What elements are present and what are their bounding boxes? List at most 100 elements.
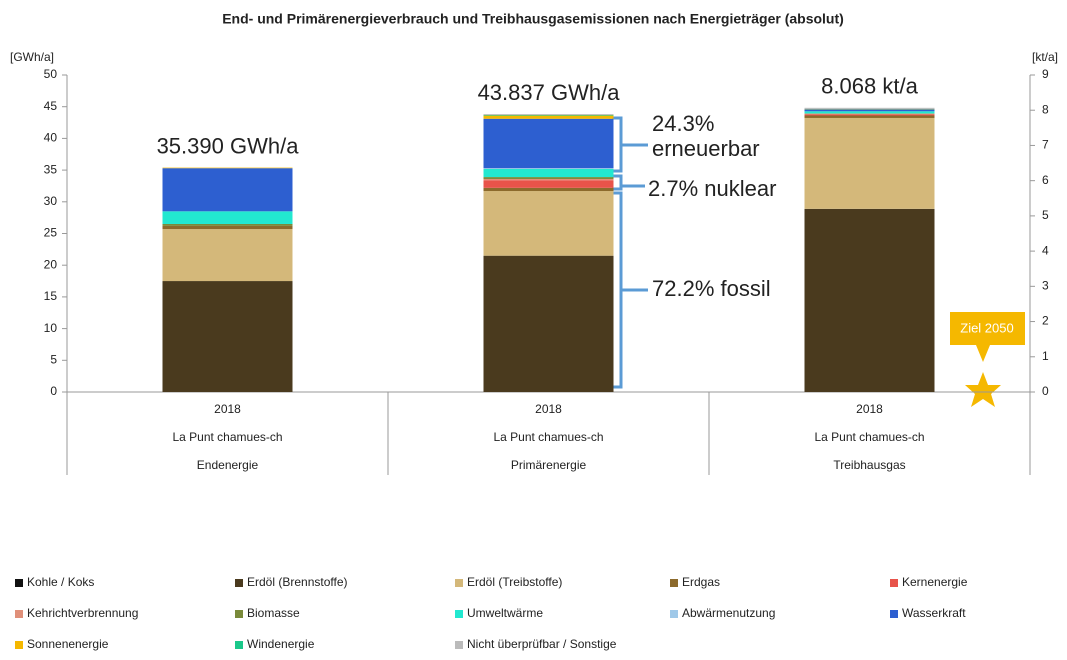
bar-segment xyxy=(805,108,935,109)
y2-tick-label: 0 xyxy=(1042,384,1049,398)
x-tick-label: La Punt chamues-ch xyxy=(493,430,603,444)
x-tick-label: Endenergie xyxy=(197,458,259,472)
bar-segment xyxy=(805,209,935,392)
y-tick-label: 35 xyxy=(44,162,58,176)
y-tick-label: 0 xyxy=(50,384,57,398)
bar-segment xyxy=(484,116,614,119)
y2-tick-label: 6 xyxy=(1042,173,1049,187)
legend-label: Biomasse xyxy=(247,606,300,620)
y2-tick-label: 8 xyxy=(1042,102,1049,116)
y-tick-label: 25 xyxy=(44,226,58,240)
bar-segment xyxy=(163,281,293,392)
legend-label: Wasserkraft xyxy=(902,606,966,620)
annotation: 24.3% xyxy=(652,111,714,136)
x-tick-label: Treibhausgas xyxy=(833,458,905,472)
bar-segment xyxy=(163,226,293,229)
legend-swatch xyxy=(235,641,243,649)
bar-segment xyxy=(484,119,614,168)
legend-swatch xyxy=(235,579,243,587)
bar-segment xyxy=(484,168,614,169)
legend-label: Erdöl (Brennstoffe) xyxy=(247,575,348,589)
legend-swatch xyxy=(890,579,898,587)
bar-segment xyxy=(805,118,935,209)
x-tick-label: La Punt chamues-ch xyxy=(172,430,282,444)
legend-swatch xyxy=(670,579,678,587)
legend-swatch xyxy=(235,610,243,618)
legend-label: Erdgas xyxy=(682,575,720,589)
y2-tick-label: 4 xyxy=(1042,243,1049,257)
y2-axis-label: [kt/a] xyxy=(1032,50,1058,64)
legend-label: Erdöl (Treibstoffe) xyxy=(467,575,562,589)
legend-label: Kohle / Koks xyxy=(27,575,94,589)
legend-label: Kernenergie xyxy=(902,575,968,589)
bar-segment xyxy=(805,114,935,115)
legend-label: Abwärmenutzung xyxy=(682,606,775,620)
bar-segment xyxy=(163,224,293,226)
y-tick-label: 20 xyxy=(44,257,58,271)
legend-swatch xyxy=(15,579,23,587)
y-tick-label: 40 xyxy=(44,131,58,145)
y-tick-label: 30 xyxy=(44,194,58,208)
y-axis-label: [GWh/a] xyxy=(10,50,54,64)
callout-text: Ziel 2050 xyxy=(960,320,1013,335)
bar-segment xyxy=(484,169,614,177)
bar-segment xyxy=(163,168,293,169)
y2-tick-label: 9 xyxy=(1042,67,1049,81)
legend-label: Kehrichtverbrennung xyxy=(27,606,138,620)
bar-segment xyxy=(805,116,935,118)
y2-tick-label: 2 xyxy=(1042,314,1049,328)
bar-segment xyxy=(484,114,614,115)
total-label: 35.390 GWh/a xyxy=(157,133,300,158)
bar-segment xyxy=(163,211,293,224)
star xyxy=(965,372,1001,407)
legend-swatch xyxy=(15,641,23,649)
bar-segment xyxy=(484,191,614,256)
legend-swatch xyxy=(455,641,463,649)
bar-segment xyxy=(484,177,614,179)
bar-segment xyxy=(163,229,293,281)
y-tick-label: 5 xyxy=(50,352,57,366)
bracket-fossil xyxy=(612,193,648,387)
legend-swatch xyxy=(890,610,898,618)
bar-segment xyxy=(805,114,935,115)
legend-label: Sonnenenergie xyxy=(27,637,109,651)
y2-tick-label: 7 xyxy=(1042,138,1049,152)
annotation: 2.7% nuklear xyxy=(648,176,776,201)
legend-label: Nicht überprüfbar / Sonstige xyxy=(467,637,617,651)
bar-segment xyxy=(805,111,935,113)
legend-swatch xyxy=(455,610,463,618)
x-tick-label: 2018 xyxy=(856,402,883,416)
bar-segment xyxy=(163,168,293,211)
y2-tick-label: 1 xyxy=(1042,349,1049,363)
y2-tick-label: 3 xyxy=(1042,279,1049,293)
annotation: erneuerbar xyxy=(652,136,760,161)
y2-tick-label: 5 xyxy=(1042,208,1049,222)
bracket-renewable xyxy=(612,118,648,171)
bar-segment xyxy=(484,256,614,392)
legend-swatch xyxy=(670,610,678,618)
annotation: 72.2% fossil xyxy=(652,276,771,301)
total-label: 43.837 GWh/a xyxy=(478,80,621,105)
legend-label: Umweltwärme xyxy=(467,606,543,620)
total-label: 8.068 kt/a xyxy=(821,74,918,99)
bar-segment xyxy=(805,110,935,112)
bar-segment xyxy=(484,179,614,180)
bracket-nuclear xyxy=(612,176,645,189)
legend-swatch xyxy=(15,610,23,618)
y-tick-label: 10 xyxy=(44,321,58,335)
legend-swatch xyxy=(455,579,463,587)
x-tick-label: La Punt chamues-ch xyxy=(814,430,924,444)
chart-title: End- und Primärenergieverbrauch und Trei… xyxy=(222,11,844,27)
y-tick-label: 50 xyxy=(44,67,58,81)
y-tick-label: 15 xyxy=(44,289,58,303)
x-tick-label: Primärenergie xyxy=(511,458,587,472)
x-tick-label: 2018 xyxy=(535,402,562,416)
bar-segment xyxy=(484,180,614,188)
bar-segment xyxy=(484,188,614,191)
legend-label: Windenergie xyxy=(247,637,315,651)
brackets xyxy=(612,118,648,387)
bar-segment xyxy=(484,115,614,116)
y-tick-label: 45 xyxy=(44,99,58,113)
